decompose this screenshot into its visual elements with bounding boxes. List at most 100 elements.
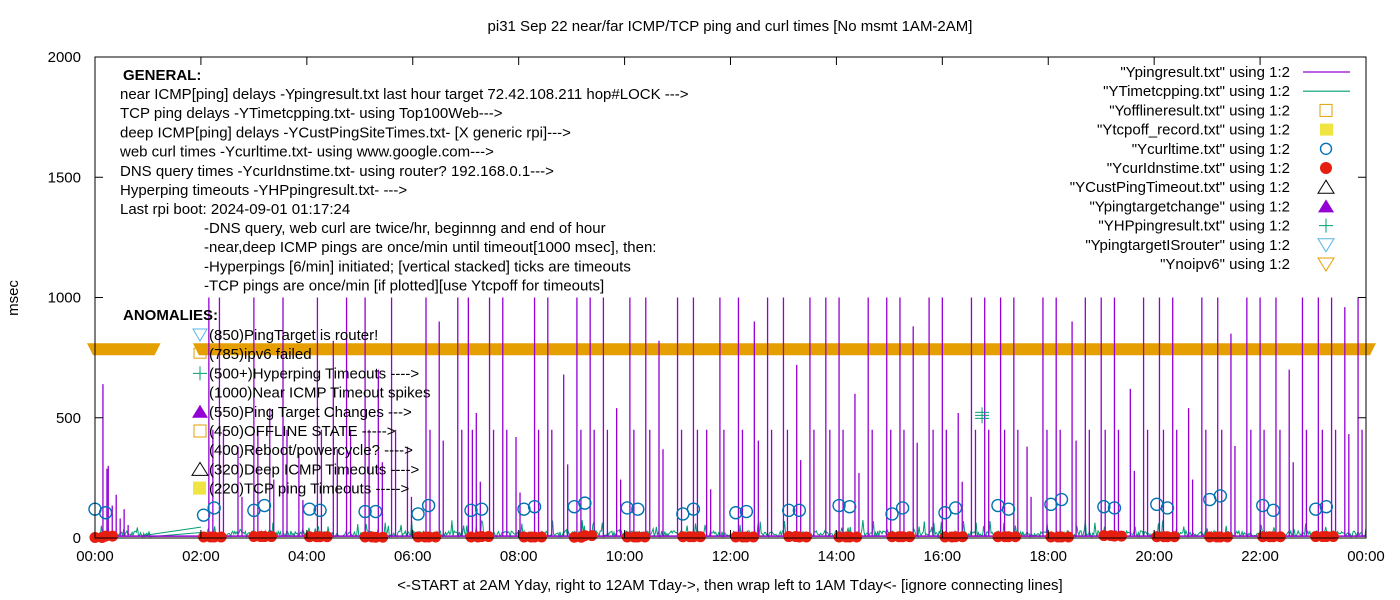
- anomalies-heading: ANOMALIES:: [123, 307, 218, 324]
- dns-time-point: [483, 531, 495, 543]
- curl-time-point: [739, 504, 754, 519]
- legend-label: "YHPpingresult.txt" using 1:2: [1098, 218, 1290, 235]
- anomaly-label: (220)TCP ping Timeouts ----->: [209, 481, 409, 498]
- general-note: -Hyperpings [6/min] initiated; [vertical…: [204, 258, 631, 275]
- legend-label: "Ypingtargetchange" using 1:2: [1089, 198, 1290, 215]
- dns-time-point: [107, 530, 119, 542]
- legend-label: "Ytcpoff_record.txt" using 1:2: [1097, 122, 1290, 139]
- x-tick-label: 06:00: [394, 548, 432, 565]
- offline-marker-icon: [193, 424, 207, 438]
- x-tick-label: 22:00: [1241, 548, 1279, 565]
- curl-time-point: [1266, 503, 1281, 518]
- y-tick-label: 0: [73, 530, 81, 547]
- y-tick-label: 500: [56, 410, 81, 427]
- router-marker-icon: [192, 328, 208, 342]
- curl-time-point: [729, 506, 743, 520]
- x-tick-label: 18:00: [1029, 548, 1067, 565]
- general-line: near ICMP[ping] delays -Ypingresult.txt …: [120, 86, 689, 103]
- general-line: deep ICMP[ping] delays -YCustPingSiteTim…: [120, 124, 571, 141]
- curl-time-point: [98, 506, 113, 520]
- anomaly-label: (850)PingTarget is router!: [209, 327, 378, 344]
- curl-time-point: [1319, 500, 1333, 514]
- y-tick-label: 1000: [48, 290, 81, 307]
- dns-time-point: [1327, 531, 1339, 543]
- curl-time-point: [895, 501, 910, 515]
- curl-time-point: [782, 503, 796, 518]
- curl-time-point: [517, 502, 531, 516]
- legend-label: "Yofflineresult.txt" using 1:2: [1109, 102, 1290, 119]
- y-tick-label: 1500: [48, 169, 81, 186]
- curl-time-point: [631, 502, 645, 516]
- dns-time-point: [1221, 531, 1233, 543]
- curl-time-point: [474, 502, 489, 516]
- dns-time-point: [536, 531, 548, 543]
- curl-time-point: [207, 501, 221, 515]
- legend-label: "YpingtargetISrouter" using 1:2: [1085, 237, 1290, 254]
- legend-plus-icon: [1319, 218, 1333, 233]
- anomaly-label: (1000)Near ICMP Timeout spikes: [209, 385, 430, 402]
- legend-filled-circle-icon: [1320, 162, 1332, 174]
- x-tick-label: 08:00: [500, 548, 538, 565]
- curl-time-point: [358, 504, 372, 519]
- dns-time-point: [1115, 530, 1127, 542]
- general-heading: GENERAL:: [123, 67, 201, 84]
- curl-time-point: [368, 504, 383, 519]
- curl-time-point: [578, 496, 592, 510]
- x-tick-label: 00:00: [76, 548, 114, 565]
- curl-time-point: [1160, 501, 1175, 515]
- curl-time-point: [948, 501, 963, 515]
- tcp-ping-connector: [142, 526, 201, 537]
- dns-time-point: [1062, 531, 1074, 543]
- dns-time-point: [377, 531, 389, 543]
- legend-label: "Ycurltime.txt" using 1:2: [1132, 141, 1290, 158]
- x-tick-label: 14:00: [818, 548, 856, 565]
- dns-time-point: [321, 531, 333, 543]
- dns-time-point: [215, 531, 227, 543]
- general-note: -TCP pings are once/min [if plotted][use…: [204, 278, 604, 295]
- curl-time-point: [464, 503, 478, 518]
- dns-time-point: [430, 531, 442, 543]
- curl-time-point: [1308, 502, 1323, 516]
- curl-time-point: [792, 503, 807, 518]
- general-line: Hyperping timeouts -YHPpingresult.txt- -…: [120, 182, 407, 199]
- curl-time-point: [686, 502, 701, 516]
- curl-time-point: [313, 503, 327, 518]
- legend-label: "Ynoipv6" using 1:2: [1160, 256, 1290, 273]
- chart-title: pi31 Sep 22 near/far ICMP/TCP ping and c…: [488, 18, 973, 35]
- general-line: web curl times -Ycurltime.txt- using www…: [119, 144, 494, 161]
- dns-time-point: [265, 531, 277, 543]
- general-note: -near,deep ICMP pings are once/min until…: [204, 239, 656, 256]
- general-line: TCP ping delays -YTimetcpping.txt- using…: [120, 105, 503, 122]
- anomaly-label: (550)Ping Target Changes --->: [209, 404, 412, 421]
- curl-time-point: [842, 500, 857, 514]
- x-axis-label: <-START at 2AM Yday, right to 12AM Tday-…: [397, 577, 1062, 594]
- anomaly-label: (500+)Hyperping Timeouts ---->: [209, 365, 419, 382]
- anomaly-label: (320)Deep ICMP Timeouts ---->: [209, 461, 419, 478]
- legend-open-square-icon: [1319, 103, 1333, 117]
- curl-time-point: [1001, 502, 1016, 516]
- dns-time-point: [957, 531, 969, 543]
- curl-time-point: [1213, 489, 1228, 503]
- dns-time-point: [904, 531, 916, 543]
- curl-time-point: [832, 498, 846, 513]
- curl-time-point: [620, 501, 634, 515]
- hyperping-marker-icon: [193, 366, 207, 381]
- general-line: DNS query times -YcurIdnstime.txt- using…: [120, 163, 554, 180]
- dns-time-point: [851, 531, 863, 543]
- dns-time-point: [747, 531, 759, 543]
- deep-icmp-marker-icon: [191, 461, 209, 476]
- curl-time-point: [527, 500, 542, 514]
- general-line: Last rpi boot: 2024-09-01 01:17:24: [120, 201, 350, 218]
- curl-time-point: [257, 498, 272, 513]
- dns-time-point: [800, 531, 812, 543]
- curl-time-point: [196, 508, 211, 522]
- curl-time-point: [302, 502, 317, 516]
- noipv6-band-segment: [87, 343, 161, 356]
- y-axis-label: msec: [5, 280, 22, 316]
- general-note: -DNS query, web curl are twice/hr, begin…: [204, 220, 606, 237]
- legend-label: "Ypingresult.txt" using 1:2: [1120, 64, 1290, 81]
- curl-time-point: [1054, 492, 1069, 507]
- curl-time-point: [1097, 500, 1111, 514]
- legend-label: "YcurIdnstime.txt" using 1:2: [1107, 160, 1290, 177]
